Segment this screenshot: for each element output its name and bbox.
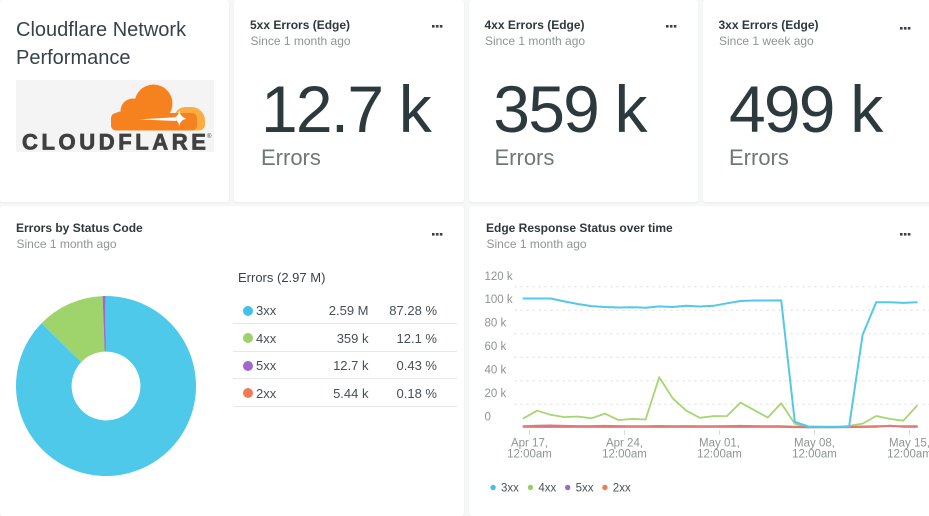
svg-text:0: 0 (484, 412, 490, 424)
svg-text:12:00am: 12:00am (507, 449, 552, 461)
svg-text:5xx: 5xx (575, 483, 593, 495)
svg-text:May 08,: May 08, (794, 438, 835, 450)
svg-text:2xx: 2xx (612, 483, 630, 495)
svg-text:60 k: 60 k (484, 341, 506, 353)
svg-text:12:00am: 12:00am (697, 449, 742, 461)
svg-text:20 k: 20 k (484, 388, 506, 400)
svg-text:3xx: 3xx (501, 483, 519, 495)
svg-text:120 k: 120 k (484, 271, 512, 283)
svg-text:Apr 24,: Apr 24, (605, 438, 642, 450)
svg-text:®: ® (207, 133, 212, 140)
svg-text:12:00am: 12:00am (887, 449, 929, 461)
svg-text:CLOUDFLARE: CLOUDFLARE (22, 129, 210, 152)
svg-text:May 15,: May 15, (889, 438, 929, 450)
svg-text:Apr 17,: Apr 17, (510, 438, 547, 450)
svg-text:40 k: 40 k (484, 365, 506, 377)
svg-text:80 k: 80 k (484, 318, 506, 330)
svg-text:12:00am: 12:00am (602, 449, 647, 461)
svg-text:100 k: 100 k (484, 294, 512, 306)
svg-text:May 01,: May 01, (699, 438, 740, 450)
svg-text:12:00am: 12:00am (792, 449, 837, 461)
svg-text:4xx: 4xx (538, 483, 556, 495)
